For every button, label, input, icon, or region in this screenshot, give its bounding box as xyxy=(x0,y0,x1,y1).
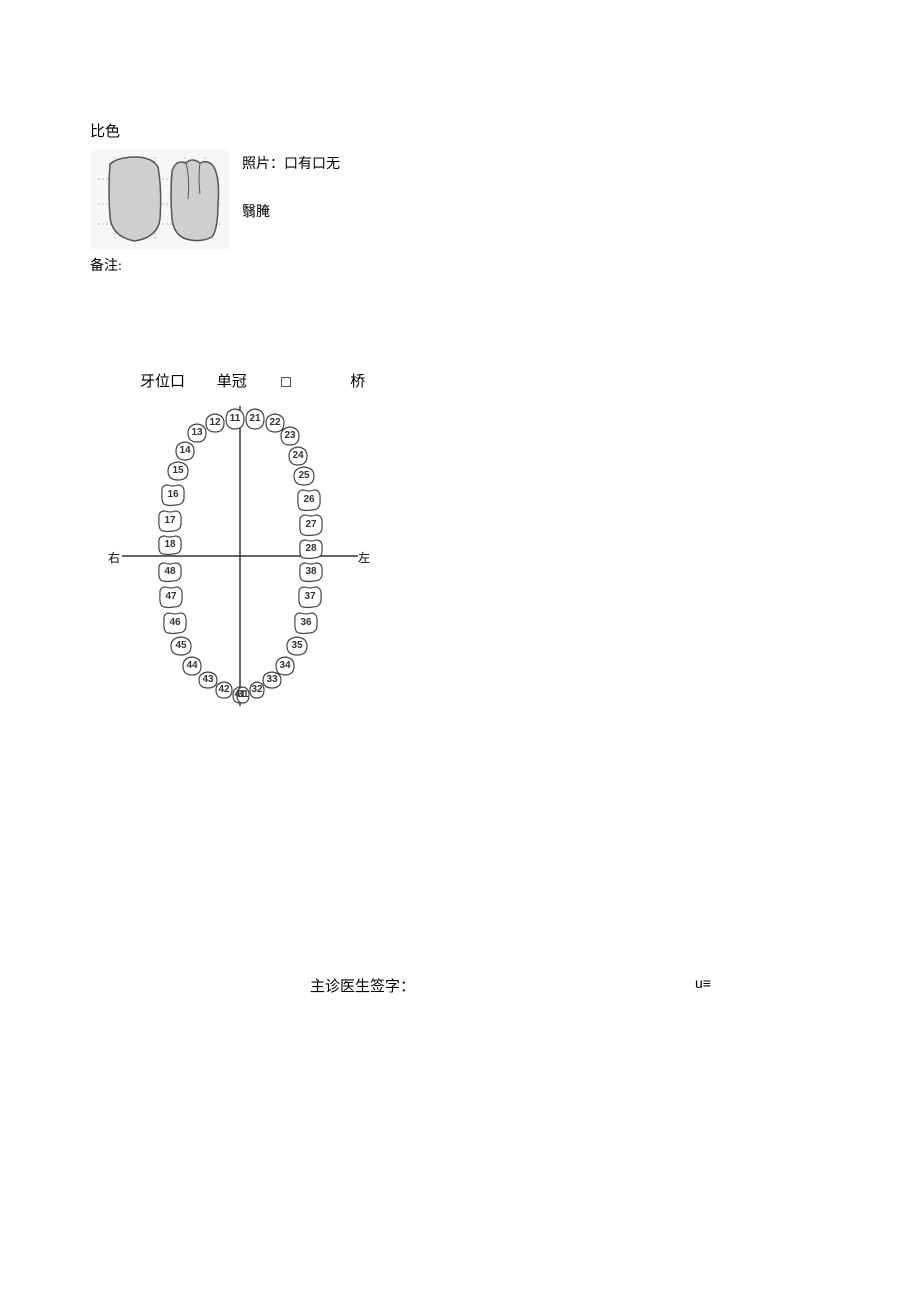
tooth-35[interactable]: 35 xyxy=(286,636,308,656)
tooth-33[interactable]: 33 xyxy=(262,671,282,689)
shade-right-labels: 照片：口有口无 翳腌 xyxy=(242,149,340,221)
chart-header: 牙位口 单冠 桥 xyxy=(140,370,393,391)
tooth-45[interactable]: 45 xyxy=(170,636,192,656)
tooth-28[interactable]: 28 xyxy=(298,538,324,560)
tooth-14[interactable]: 14 xyxy=(175,441,195,461)
tooth-18[interactable]: 18 xyxy=(157,534,183,556)
tooth-26[interactable]: 26 xyxy=(296,488,322,512)
tooth-36[interactable]: 36 xyxy=(293,611,319,635)
single-crown-label: 单冠 xyxy=(217,374,319,390)
tooth-17[interactable]: 17 xyxy=(157,509,183,533)
shade-row: 照片：口有口无 翳腌 xyxy=(90,149,340,249)
tooth-21[interactable]: 21 xyxy=(245,408,265,430)
tooth-31[interactable]: 31 xyxy=(236,686,250,704)
tooth-24[interactable]: 24 xyxy=(288,446,308,466)
dental-chart: 右 左 111213141516171821222324252627284847… xyxy=(110,401,370,711)
doctor-signature-label: 主诊医生签字： xyxy=(310,975,415,996)
dental-chart-section: 牙位口 单冠 桥 右 左 111213141516171821222324252… xyxy=(110,370,393,711)
tooth-16[interactable]: 16 xyxy=(160,483,186,507)
tooth-46[interactable]: 46 xyxy=(162,611,188,635)
tooth-13[interactable]: 13 xyxy=(187,423,207,443)
right-label: 右 xyxy=(108,549,120,566)
single-crown-checkbox[interactable] xyxy=(281,377,291,387)
shade-tooth-illustration xyxy=(90,149,230,249)
remark-label: 备注: xyxy=(90,255,340,275)
stamp-mark: u≡ xyxy=(695,975,711,991)
shade-section: 比色 照片：口有口无 翳腌 备注: xyxy=(90,120,340,275)
tooth-11[interactable]: 11 xyxy=(225,408,245,430)
tooth-48[interactable]: 48 xyxy=(157,561,183,583)
tooth-38[interactable]: 38 xyxy=(298,561,324,583)
secondary-label: 翳腌 xyxy=(242,201,340,221)
tooth-32[interactable]: 32 xyxy=(249,681,265,699)
tooth-37[interactable]: 37 xyxy=(297,585,323,609)
bridge-label: 桥 xyxy=(350,374,365,390)
shade-title: 比色 xyxy=(90,120,340,141)
tooth-25[interactable]: 25 xyxy=(293,466,315,486)
left-label: 左 xyxy=(358,549,370,566)
tooth-position-label: 牙位口 xyxy=(140,374,185,390)
photo-label: 照片：口有口无 xyxy=(242,153,340,173)
tooth-42[interactable]: 42 xyxy=(215,681,233,699)
tooth-12[interactable]: 12 xyxy=(205,413,225,433)
tooth-23[interactable]: 23 xyxy=(280,426,300,446)
tooth-47[interactable]: 47 xyxy=(158,585,184,609)
tooth-27[interactable]: 27 xyxy=(298,513,324,537)
tooth-15[interactable]: 15 xyxy=(167,461,189,481)
